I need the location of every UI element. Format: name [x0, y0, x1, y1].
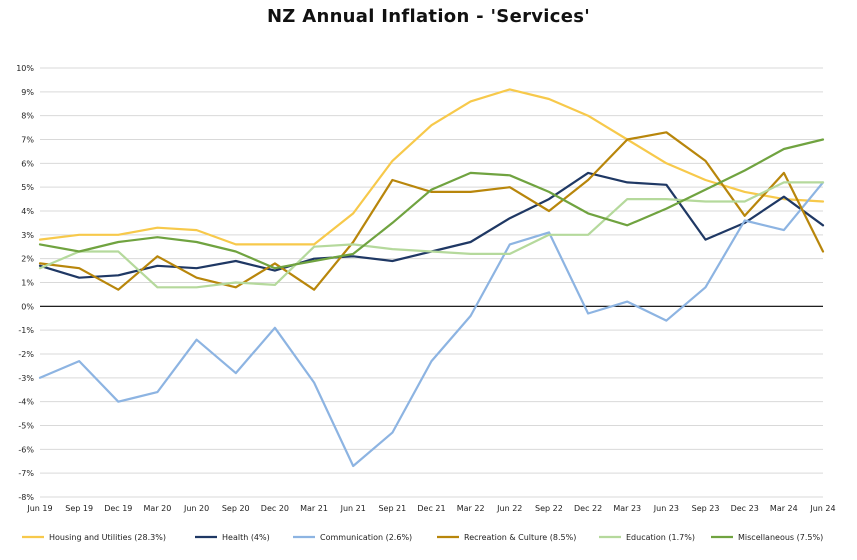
series-line	[38, 181, 825, 468]
y-tick-label: 5%	[21, 183, 34, 192]
series-line	[38, 131, 825, 291]
y-tick-label: -4%	[18, 398, 34, 407]
y-tick-label: 0%	[21, 302, 34, 311]
legend-label: Communication (2.6%)	[320, 533, 412, 542]
y-tick-label: -3%	[18, 374, 34, 383]
x-tick-label: Sep 20	[222, 504, 250, 513]
y-tick-label: -6%	[18, 445, 34, 454]
x-tick-label: Sep 21	[378, 504, 406, 513]
x-tick-label: Dec 20	[261, 504, 289, 513]
x-tick-label: Jun 24	[809, 504, 835, 513]
legend-label: Housing and Utilities (28.3%)	[49, 533, 166, 542]
x-tick-label: Mar 24	[770, 504, 798, 513]
x-tick-label: Sep 22	[535, 504, 563, 513]
y-tick-label: 2%	[21, 255, 34, 264]
x-tick-label: Dec 19	[104, 504, 132, 513]
x-tick-label: Dec 23	[731, 504, 759, 513]
y-tick-label: -7%	[18, 469, 34, 478]
x-tick-label: Dec 21	[417, 504, 445, 513]
y-tick-label: -2%	[18, 350, 34, 359]
y-tick-label: -1%	[18, 326, 34, 335]
x-tick-label: Jun 20	[183, 504, 209, 513]
series-line	[38, 138, 825, 270]
x-tick-label: Mar 22	[457, 504, 485, 513]
y-tick-label: 6%	[21, 159, 34, 168]
y-tick-label: 3%	[21, 231, 34, 240]
legend-label: Miscellaneous (7.5%)	[738, 533, 823, 542]
y-tick-label: 1%	[21, 279, 34, 288]
y-tick-label: 7%	[21, 136, 34, 145]
x-tick-label: Jun 21	[340, 504, 366, 513]
y-tick-label: 9%	[21, 88, 34, 97]
y-tick-label: 4%	[21, 207, 34, 216]
legend-label: Recreation & Culture (8.5%)	[464, 533, 576, 542]
x-tick-label: Dec 22	[574, 504, 602, 513]
y-tick-label: -5%	[18, 422, 34, 431]
x-tick-label: Mar 20	[144, 504, 172, 513]
legend-label: Education (1.7%)	[626, 533, 695, 542]
x-tick-label: Jun 19	[26, 504, 52, 513]
series-lines	[38, 88, 825, 468]
axes: -8% -7% -6% -5% -4% -3% -2% -1% 0% 1% 2% 3% 4% 5% 6% 7%…	[16, 64, 835, 513]
x-tick-label: Mar 23	[613, 504, 641, 513]
y-tick-label: 10%	[16, 64, 34, 73]
x-tick-label: Sep 19	[65, 504, 93, 513]
series-line	[38, 88, 825, 246]
gridlines	[40, 67, 823, 498]
legend-label: Health (4%)	[222, 533, 270, 542]
y-tick-label: -8%	[18, 493, 34, 502]
legend: Housing and Utilities (28.3%) Health (4%)…	[22, 533, 823, 542]
series-line	[38, 181, 825, 289]
x-tick-label: Sep 23	[692, 504, 720, 513]
x-tick-label: Jun 23	[653, 504, 679, 513]
x-tick-label: Mar 21	[300, 504, 328, 513]
x-tick-label: Jun 22	[496, 504, 522, 513]
y-tick-label: 8%	[21, 112, 34, 121]
chart-title: NZ Annual Inflation - 'Services'	[266, 6, 591, 27]
